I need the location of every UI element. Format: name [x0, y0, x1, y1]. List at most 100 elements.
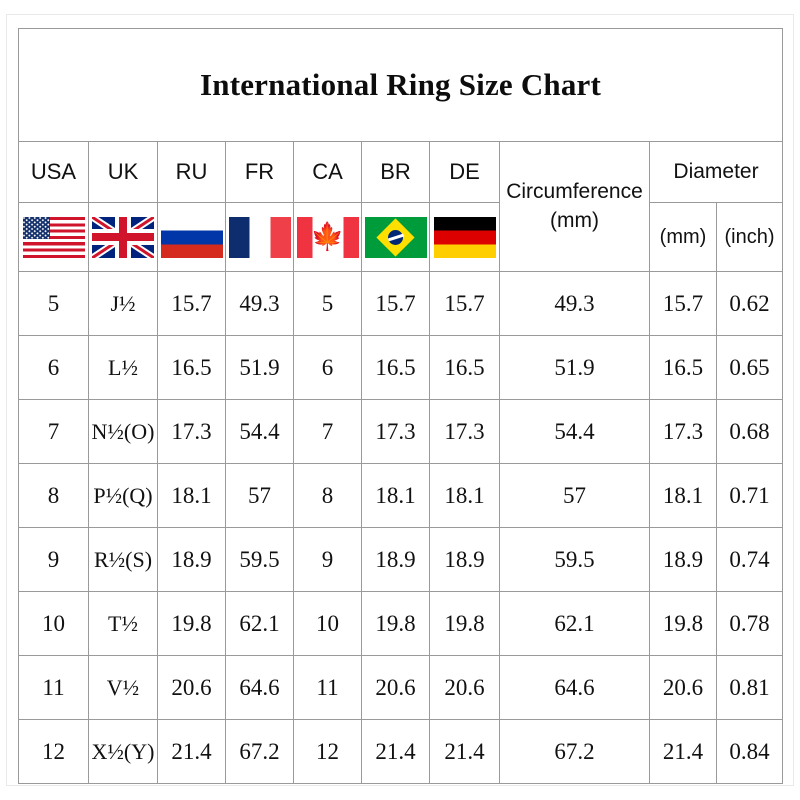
flag-fr-icon	[228, 216, 291, 258]
cell-ca: 11	[293, 655, 362, 720]
flag-uk-icon	[92, 216, 154, 258]
page-outer-frame	[6, 14, 794, 786]
flag-ru-icon	[160, 216, 223, 258]
cell-ca: 10	[293, 591, 362, 656]
flag-cell-de	[429, 202, 500, 272]
table-row: 10 T½ 19.8 62.1 10 19.8 19.8 62.1 19.8 0.78	[18, 591, 784, 656]
header-usa: USA	[18, 141, 89, 203]
cell-ru: 18.1	[157, 463, 226, 528]
flag-cell-usa	[18, 202, 89, 272]
cell-ru: 20.6	[157, 655, 226, 720]
flag-cell-fr	[225, 202, 294, 272]
cell-circumference-mm: 54.4	[499, 399, 650, 464]
cell-diameter-mm: 15.7	[649, 271, 717, 336]
flag-de-icon	[433, 216, 496, 258]
cell-ru: 15.7	[157, 271, 226, 336]
cell-de: 19.8	[429, 591, 500, 656]
cell-circumference-mm: 49.3	[499, 271, 650, 336]
cell-diameter-inch: 0.78	[715, 591, 784, 656]
cell-br: 20.6	[361, 655, 430, 720]
cell-ca: 12	[293, 719, 362, 784]
cell-fr: 54.4	[225, 399, 294, 464]
cell-usa: 7	[18, 399, 89, 464]
cell-diameter-inch: 0.68	[715, 399, 784, 464]
table-row: 9 R½(S) 18.9 59.5 9 18.9 18.9 59.5 18.9 0.74	[18, 527, 784, 592]
cell-ca: 7	[293, 399, 362, 464]
flag-cell-ca: 🍁	[293, 202, 362, 272]
header-diameter-group: Diameter	[648, 141, 784, 203]
cell-circumference-mm: 59.5	[499, 527, 650, 592]
chart-title-cell: International Ring Size Chart	[17, 28, 784, 142]
cell-diameter-mm: 21.4	[649, 719, 717, 784]
title-row: International Ring Size Chart	[17, 28, 784, 142]
cell-usa: 11	[18, 655, 89, 720]
cell-circumference-mm: 62.1	[499, 591, 650, 656]
flag-cell-ru	[157, 202, 226, 272]
cell-circumference-mm: 64.6	[499, 655, 650, 720]
cell-de: 16.5	[429, 335, 500, 400]
cell-diameter-mm: 19.8	[649, 591, 717, 656]
cell-uk: L½	[88, 335, 158, 400]
header-br: BR	[361, 141, 430, 203]
cell-fr: 59.5	[225, 527, 294, 592]
cell-uk: P½(Q)	[88, 463, 158, 528]
cell-br: 15.7	[361, 271, 430, 336]
cell-diameter-mm: 18.9	[649, 527, 717, 592]
flag-usa-icon	[22, 216, 85, 258]
header-de: DE	[429, 141, 500, 203]
uk-horizontal-red	[92, 233, 154, 241]
cell-diameter-inch: 0.71	[715, 463, 784, 528]
cell-ru: 19.8	[157, 591, 226, 656]
cell-ru: 16.5	[157, 335, 226, 400]
cell-circumference-mm: 57	[499, 463, 650, 528]
cell-diameter-mm: 20.6	[649, 655, 717, 720]
header-row-codes: USA UK RU FR CA BR DE Circumference (mm)…	[18, 141, 784, 272]
cell-de: 17.3	[429, 399, 500, 464]
cell-diameter-mm: 17.3	[649, 399, 717, 464]
cell-br: 18.1	[361, 463, 430, 528]
canada-maple-leaf-icon: 🍁	[310, 221, 345, 252]
cell-uk: J½	[88, 271, 158, 336]
header-circumference-line1: Circumference	[506, 180, 643, 204]
cell-diameter-mm: 18.1	[649, 463, 717, 528]
header-circumference-line2: (mm)	[550, 208, 599, 232]
cell-uk: N½(O)	[88, 399, 158, 464]
header-circumference: Circumference (mm)	[499, 141, 650, 272]
cell-ca: 8	[293, 463, 362, 528]
header-uk: UK	[88, 141, 158, 203]
cell-fr: 62.1	[225, 591, 294, 656]
flag-ca-icon: 🍁	[296, 216, 359, 258]
table-row: 6 L½ 16.5 51.9 6 16.5 16.5 51.9 16.5 0.65	[18, 335, 784, 400]
cell-circumference-mm: 67.2	[499, 719, 650, 784]
cell-usa: 9	[18, 527, 89, 592]
cell-fr: 67.2	[225, 719, 294, 784]
cell-usa: 12	[18, 719, 89, 784]
cell-fr: 51.9	[225, 335, 294, 400]
cell-usa: 5	[18, 271, 89, 336]
cell-diameter-inch: 0.74	[715, 527, 784, 592]
table-row: 12 X½(Y) 21.4 67.2 12 21.4 21.4 67.2 21.4 0.84	[18, 719, 784, 784]
header-ca: CA	[293, 141, 362, 203]
cell-diameter-inch: 0.84	[715, 719, 784, 784]
table-row: 11 V½ 20.6 64.6 11 20.6 20.6 64.6 20.6 0.81	[18, 655, 784, 720]
cell-de: 20.6	[429, 655, 500, 720]
cell-ca: 6	[293, 335, 362, 400]
cell-de: 21.4	[429, 719, 500, 784]
cell-uk: V½	[88, 655, 158, 720]
cell-de: 18.9	[429, 527, 500, 592]
header-ru: RU	[157, 141, 226, 203]
header-diameter-inch: (inch)	[715, 202, 784, 272]
cell-fr: 49.3	[225, 271, 294, 336]
header-diameter-mm: (mm)	[649, 202, 717, 272]
cell-usa: 6	[18, 335, 89, 400]
flag-br-icon	[364, 216, 427, 258]
table-row: 7 N½(O) 17.3 54.4 7 17.3 17.3 54.4 17.3 0.68	[18, 399, 784, 464]
table-row: 8 P½(Q) 18.1 57 8 18.1 18.1 57 18.1 0.71	[18, 463, 784, 528]
header-fr: FR	[225, 141, 294, 203]
table-row: 5 J½ 15.7 49.3 5 15.7 15.7 49.3 15.7 0.62	[18, 271, 784, 336]
cell-ca: 9	[293, 527, 362, 592]
table-body: 5 J½ 15.7 49.3 5 15.7 15.7 49.3 15.7 0.62 6 L½ 16.5 5…	[18, 271, 784, 784]
cell-diameter-inch: 0.62	[715, 271, 784, 336]
cell-ru: 18.9	[157, 527, 226, 592]
